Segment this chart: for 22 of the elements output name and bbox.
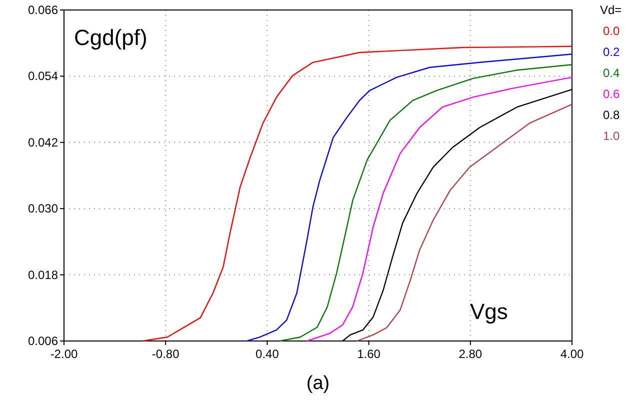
x-tick-label: 2.80 bbox=[458, 347, 482, 361]
text: 0.6 bbox=[603, 87, 620, 101]
x-axis-title: Vgs bbox=[470, 299, 508, 324]
y-tick-label: 0.018 bbox=[28, 268, 58, 282]
text: 0.2 bbox=[603, 45, 620, 59]
y-tick-label: 0.042 bbox=[28, 135, 58, 150]
text: 0.8 bbox=[603, 108, 620, 122]
x-tick-label: -0.80 bbox=[152, 347, 180, 361]
text: 1.0 bbox=[603, 129, 620, 143]
y-tick-label: 0.006 bbox=[28, 334, 58, 348]
y-tick-label: 0.030 bbox=[28, 202, 58, 216]
x-tick-label: 1.60 bbox=[357, 347, 381, 361]
x-tick-label: 4.00 bbox=[560, 347, 584, 361]
y-tick-label: 0.054 bbox=[28, 69, 58, 84]
y-tick-label: 0.066 bbox=[28, 3, 58, 17]
text: 0.0 bbox=[603, 24, 620, 38]
y-axis-title: Cgd(pf) bbox=[74, 25, 148, 50]
x-tick-label: 0.40 bbox=[256, 347, 280, 361]
text: (a) bbox=[306, 373, 330, 394]
x-tick-label: -2.00 bbox=[50, 347, 78, 361]
legend-title: Vd= bbox=[600, 3, 622, 17]
text: 0.4 bbox=[603, 66, 620, 80]
